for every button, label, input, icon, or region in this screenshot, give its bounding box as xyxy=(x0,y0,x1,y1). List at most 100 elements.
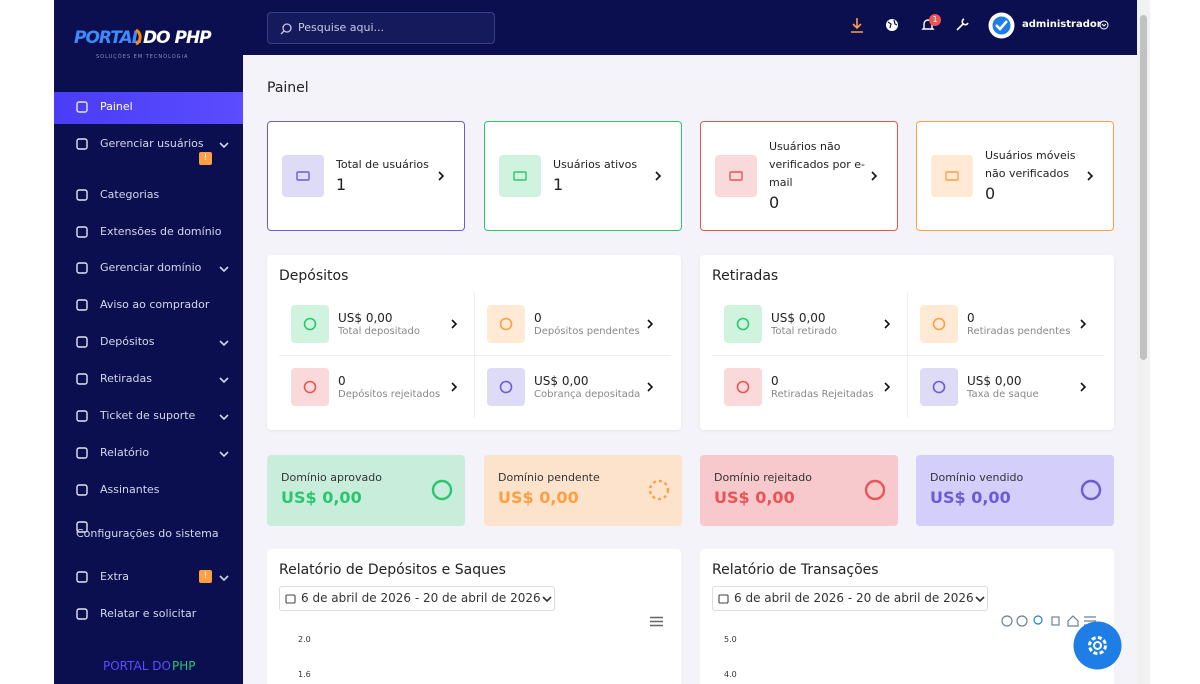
stat-icon xyxy=(724,305,762,343)
menu-icon xyxy=(76,336,88,348)
card-label-text: Usuários ativos xyxy=(553,158,638,171)
divider xyxy=(279,355,671,356)
date-picker[interactable]: 6 de abril de 2026 - 20 de abril de 2026 xyxy=(712,586,988,611)
chevron-right xyxy=(647,319,654,329)
user-card[interactable]: Usuários móveis não verificados 0 xyxy=(916,121,1114,231)
username[interactable]: administrador xyxy=(1022,19,1102,30)
panel: Retiradas US$ 0,00 Total retirado 0 Retirada… xyxy=(700,255,1114,430)
chevron-right xyxy=(1080,382,1087,392)
stat-label: Depósitos rejeitados xyxy=(338,389,441,400)
chevron-right xyxy=(1080,319,1087,329)
stat-value: 0 xyxy=(534,311,542,325)
stat-item[interactable]: US$ 0,00 Total depositado xyxy=(279,304,469,344)
stat-value: US$ 0,00 xyxy=(338,311,393,325)
menu-item[interactable]: Configurações do sistema xyxy=(76,527,219,540)
stat-value: US$ 0,00 xyxy=(534,374,589,388)
menu-item[interactable]: Categorias xyxy=(100,188,160,201)
menu-item[interactable]: Gerenciar usuários xyxy=(100,137,204,150)
download-icon xyxy=(851,18,863,33)
calendar-icon xyxy=(718,594,729,604)
stat-glyph xyxy=(499,317,513,331)
menu-item[interactable]: Ticket de suporte xyxy=(100,409,196,422)
footer-left: PORTAL DO xyxy=(103,659,171,673)
menu-item[interactable]: Depósitos xyxy=(100,335,155,348)
menu-item[interactable]: Retiradas xyxy=(100,372,153,385)
menu-item[interactable]: Assinantes xyxy=(100,483,160,496)
panel: Depósitos US$ 0,00 Total depositado 0 Depósi… xyxy=(267,255,681,430)
stat-item[interactable]: 0 Retiradas Rejeitadas xyxy=(712,367,902,407)
card-glyph xyxy=(729,171,743,181)
divider xyxy=(712,355,1104,356)
stat-icon xyxy=(487,368,525,406)
menu-item[interactable]: Aviso ao comprador xyxy=(100,298,210,311)
stat-icon xyxy=(920,368,958,406)
card-icon xyxy=(282,155,324,197)
stat-value: 0 xyxy=(338,374,346,388)
domain-icon xyxy=(864,479,886,501)
card-glyph xyxy=(945,171,959,181)
stat-item[interactable]: 0 Depósitos pendentes xyxy=(475,304,665,344)
logo-mark xyxy=(135,28,142,46)
logo-right: DO PHP xyxy=(143,28,212,48)
stat-item[interactable]: US$ 0,00 Total retirado xyxy=(712,304,902,344)
card-label: Total de usuários 1 xyxy=(336,122,436,230)
stat-glyph xyxy=(932,380,946,394)
stat-label: Cobrança depositada xyxy=(534,389,641,400)
domain-card: Domínio aprovado US$ 0,00 xyxy=(267,455,465,526)
menu-icon xyxy=(76,608,88,620)
menu-item[interactable]: Relatar e solicitar xyxy=(100,607,197,620)
domain-label: Domínio rejeitado xyxy=(714,471,812,484)
stat-icon xyxy=(487,305,525,343)
chevron-right xyxy=(655,171,662,181)
settings-button[interactable] xyxy=(1073,621,1122,670)
stat-text: US$ 0,00 Total depositado xyxy=(338,304,448,344)
stat-item[interactable]: US$ 0,00 Taxa de saque xyxy=(908,367,1098,407)
menu-item[interactable]: Relatório xyxy=(100,446,150,459)
stat-icon xyxy=(291,305,329,343)
date-range: 6 de abril de 2026 - 20 de abril de 2026 xyxy=(734,591,974,605)
report-panel: Relatório de Transações 6 de abril de 202… xyxy=(700,549,1114,684)
stat-item[interactable]: US$ 0,00 Cobrança depositada xyxy=(475,367,665,407)
user-card[interactable]: Usuários ativos 1 xyxy=(484,121,682,231)
stat-item[interactable]: 0 Depósitos rejeitados xyxy=(279,367,469,407)
chart-menu xyxy=(650,616,663,627)
stat-glyph xyxy=(932,317,946,331)
menu-icon xyxy=(76,447,88,459)
card-label-text: Usuários não verificados por e-mail xyxy=(769,140,865,189)
menu-icon xyxy=(76,262,88,274)
date-picker[interactable]: 6 de abril de 2026 - 20 de abril de 2026 xyxy=(279,586,555,611)
domain-value: US$ 0,00 xyxy=(281,488,362,507)
page-title: Painel xyxy=(267,80,309,96)
stat-glyph xyxy=(736,380,750,394)
menu-icon xyxy=(76,101,88,113)
card-glyph xyxy=(513,171,527,181)
stat-text: 0 Depósitos rejeitados xyxy=(338,367,448,407)
stat-value: US$ 0,00 xyxy=(967,374,1022,388)
stat-item[interactable]: 0 Retiradas pendentes xyxy=(908,304,1098,344)
menu-item[interactable]: Painel xyxy=(100,100,133,113)
menu-item[interactable]: Extra xyxy=(100,570,130,583)
stat-value: 0 xyxy=(967,311,975,325)
search-box[interactable]: Pesquise aqui... xyxy=(267,12,495,44)
chevron-right xyxy=(438,171,445,181)
menu-icon xyxy=(76,189,88,201)
card-value: 1 xyxy=(336,175,347,194)
stat-icon xyxy=(291,368,329,406)
menu-item[interactable]: Gerenciar domínio xyxy=(100,261,202,274)
domain-icon xyxy=(1080,479,1102,501)
user-card[interactable]: Usuários não verificados por e-mail 0 xyxy=(700,121,898,231)
user-card[interactable]: Total de usuários 1 xyxy=(267,121,465,231)
chevron-down xyxy=(219,266,229,273)
chevron-down xyxy=(219,451,229,458)
tools-icon xyxy=(956,18,969,31)
chevron-down xyxy=(219,340,229,347)
domain-value: US$ 0,00 xyxy=(930,488,1011,507)
report-title: Relatório de Depósitos e Saques xyxy=(279,562,506,578)
y-tick-label: 5.0 xyxy=(724,635,737,644)
logo-tagline: SOLUÇÕES EM TECNOLOGIA xyxy=(96,54,189,60)
y-tick-label: 4.0 xyxy=(724,670,737,679)
chart-toolbar xyxy=(1001,615,1096,627)
scrollbar xyxy=(1137,0,1150,684)
chevron-right xyxy=(884,319,891,329)
menu-item[interactable]: Extensões de domínio xyxy=(100,225,222,238)
